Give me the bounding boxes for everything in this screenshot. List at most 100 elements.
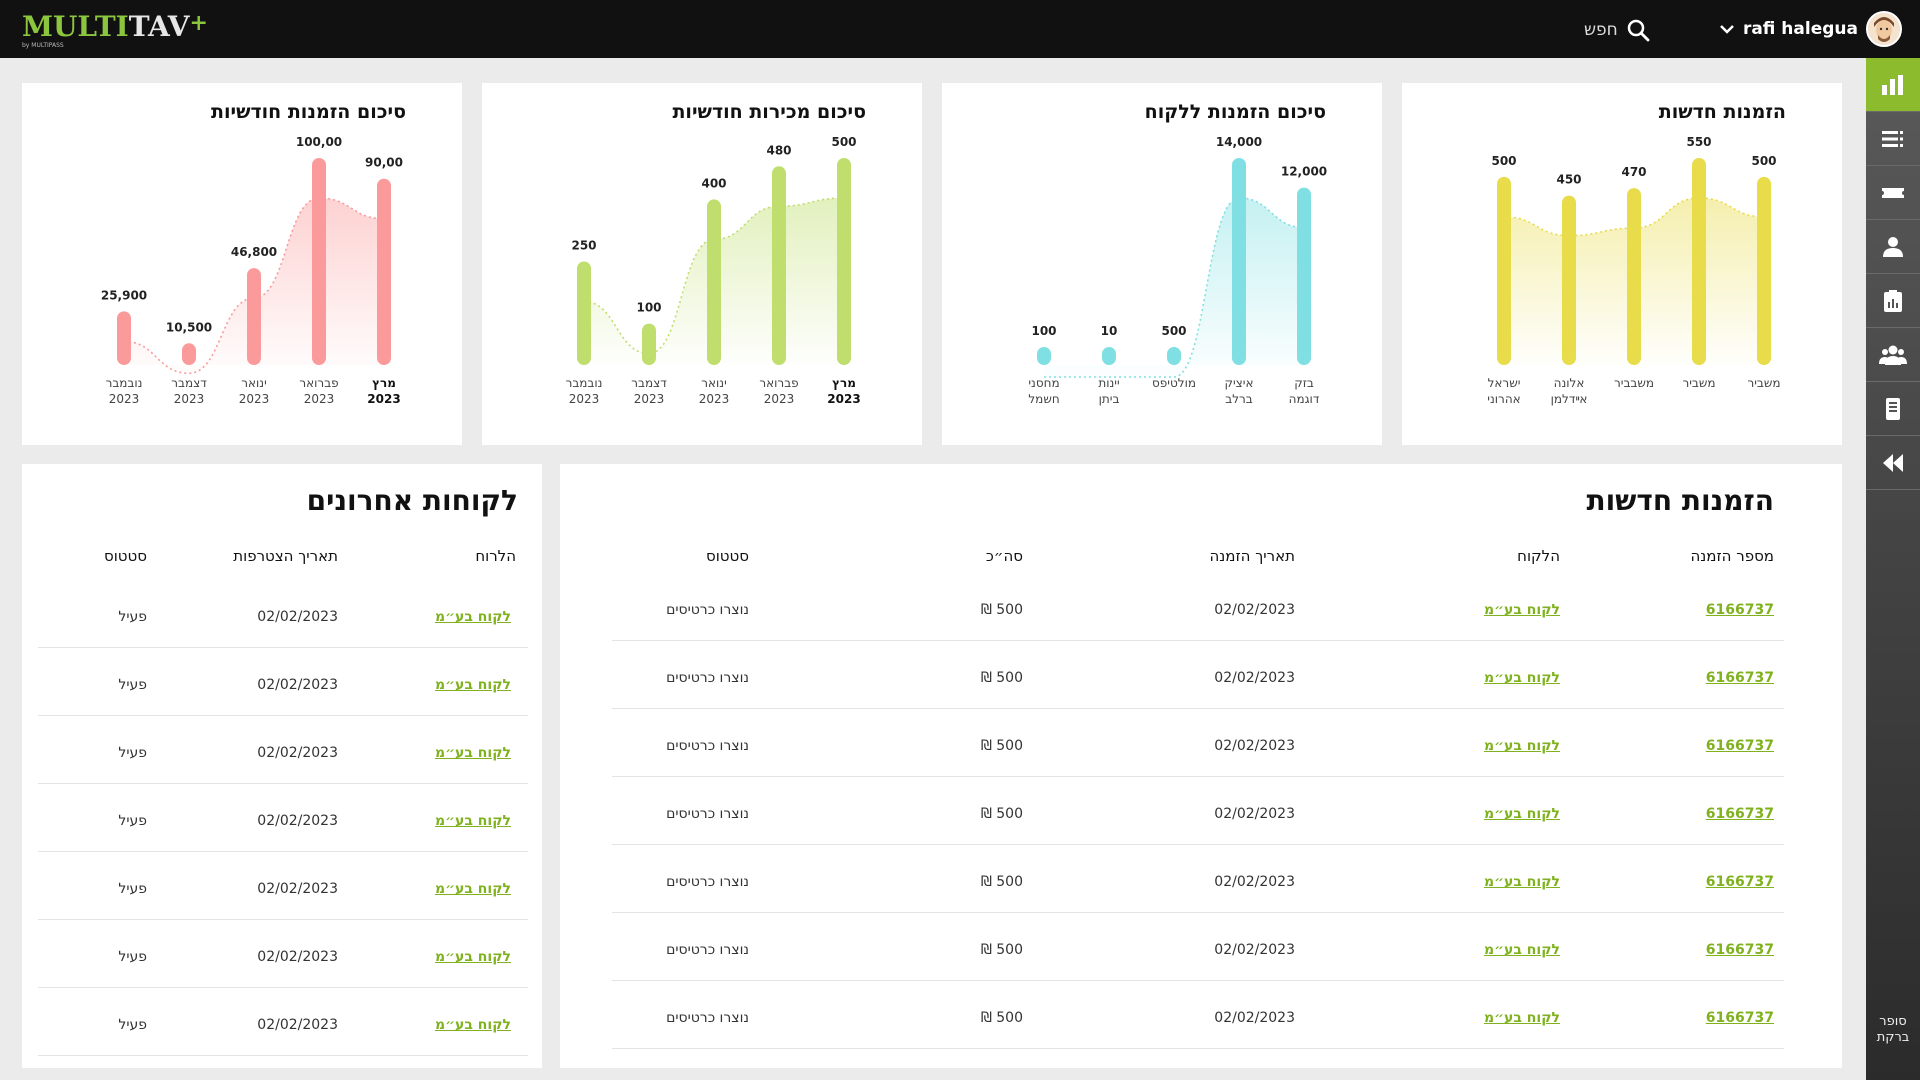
customers-cell-customer[interactable]: לקוח בע״מ	[434, 745, 511, 761]
chart-data-label: 450	[1556, 173, 1581, 187]
users-icon	[1879, 345, 1907, 365]
sidebar-collapse-button[interactable]	[1866, 436, 1920, 490]
customers-header-status[interactable]: סטטוס	[103, 547, 147, 565]
orders-cell-customer[interactable]: לקוח בע״מ	[1483, 670, 1560, 686]
search[interactable]: חפש	[1584, 16, 1650, 44]
orders-cell-order-number[interactable]: 6166737	[1705, 1010, 1774, 1026]
chart-data-label: 14,000	[1216, 135, 1262, 149]
chart-bar[interactable]	[377, 178, 391, 365]
chart-category-label: משבביר	[1614, 376, 1654, 390]
sidebar-item-reports[interactable]	[1866, 274, 1920, 328]
user-menu[interactable]: rafi halegua	[1719, 11, 1902, 47]
mobile-card-icon	[1886, 397, 1900, 420]
orders-cell-order-number[interactable]: 6166737	[1705, 806, 1774, 822]
chart-category-label: נובמבר	[566, 376, 603, 390]
chart-bar[interactable]	[1692, 158, 1706, 365]
orders-cell-order-number[interactable]: 6166737	[1705, 874, 1774, 890]
table-row-divider	[612, 912, 1784, 913]
chart-bar[interactable]	[182, 343, 196, 365]
orders-cell-order-date: 02/02/2023	[1214, 738, 1295, 754]
table-row-divider	[612, 844, 1784, 845]
chart-bar[interactable]	[1497, 176, 1511, 365]
customers-header-customer[interactable]: הלרוח	[475, 547, 516, 565]
sidebar: סופר ברקת	[1866, 58, 1920, 1080]
chart-monthly-sales: 500 מרץ 2023 480 פברואר 2023 400 ינואר 2023 100 דצ…	[566, 135, 861, 406]
chart-bar[interactable]	[1297, 187, 1311, 365]
orders-header-status[interactable]: סטטוס	[705, 547, 749, 565]
customers-cell-customer[interactable]: לקוח בע״מ	[434, 1017, 511, 1033]
chart-bar[interactable]	[117, 311, 131, 365]
orders-header-customer[interactable]: הלקוח	[1517, 547, 1560, 565]
sidebar-footer-line2: ברקת	[1876, 1030, 1910, 1045]
customers-cell-customer[interactable]: לקוח בע״מ	[434, 609, 511, 625]
search-icon[interactable]	[1626, 18, 1650, 42]
chart-bar[interactable]	[1167, 347, 1181, 365]
orders-cell-customer[interactable]: לקוח בע״מ	[1483, 1010, 1560, 1026]
orders-cell-total: 500 ₪	[980, 806, 1023, 822]
customers-cell-customer[interactable]: לקוח בע״מ	[434, 881, 511, 897]
chart-bar[interactable]	[1102, 347, 1116, 365]
chart-data-label: 12,000	[1281, 165, 1327, 179]
chart-card-yellow: הזמנות חדשות 500 משביר 550 משביר 470 משבביר 45…	[1402, 83, 1842, 445]
top-bar: MULTITAV+ by MULTIPASS חפש rafi halegua	[0, 0, 1920, 58]
recent-customers-title: לקוחות אחרונים	[306, 484, 518, 517]
chart-bar[interactable]	[1232, 158, 1246, 365]
chart-bar[interactable]	[577, 261, 591, 366]
orders-cell-total: 500 ₪	[980, 1010, 1023, 1026]
orders-cell-order-date: 02/02/2023	[1214, 670, 1295, 686]
orders-cell-order-number[interactable]: 6166737	[1705, 670, 1774, 686]
logo[interactable]: MULTITAV+ by MULTIPASS	[22, 10, 208, 50]
orders-header-order-date[interactable]: תאריך הזמנה	[1209, 547, 1295, 565]
chart-data-label: 470	[1621, 165, 1646, 179]
chart-bar[interactable]	[1037, 347, 1051, 365]
chart-category-label: משביר	[1747, 376, 1780, 390]
sidebar-item-user[interactable]	[1866, 220, 1920, 274]
orders-cell-order-number[interactable]: 6166737	[1705, 942, 1774, 958]
sidebar-item-mobile[interactable]	[1866, 382, 1920, 436]
chart-data-label: 10	[1101, 324, 1118, 338]
customers-cell-customer[interactable]: לקוח בע״מ	[434, 677, 511, 693]
chart-bar[interactable]	[1627, 188, 1641, 365]
chart-category-label: מולטיפס	[1152, 376, 1196, 390]
avatar[interactable]	[1866, 11, 1902, 47]
customers-cell-customer[interactable]: לקוח בע״מ	[434, 949, 511, 965]
chart-bar[interactable]	[1562, 195, 1576, 365]
chart-category-label: אהרוני	[1487, 392, 1520, 406]
new-orders-card: הזמנות חדשות מספר הזמנה הלקוח תאריך הזמנה ס…	[560, 464, 1842, 1068]
chart-data-label: 500	[1491, 154, 1516, 168]
recent-customers-card: לקוחות אחרונים הלרוח תאריך הצטרפות סטטוס לק…	[22, 464, 542, 1068]
customers-header-join-date[interactable]: תאריך הצטרפות	[233, 547, 338, 565]
chart-bar[interactable]	[1757, 176, 1771, 365]
chart-bar[interactable]	[247, 268, 261, 365]
orders-cell-customer[interactable]: לקוח בע״מ	[1483, 874, 1560, 890]
orders-cell-customer[interactable]: לקוח בע״מ	[1483, 738, 1560, 754]
orders-header-total[interactable]: סה״כ	[985, 547, 1023, 565]
chart-category-label: 2023	[367, 392, 400, 406]
chevron-down-icon[interactable]	[1719, 23, 1735, 35]
chart-bar[interactable]	[312, 158, 326, 365]
customers-cell-status: פעיל	[118, 881, 147, 897]
chart-category-label: 2023	[569, 392, 600, 406]
sidebar-item-dashboard[interactable]	[1866, 58, 1920, 112]
orders-cell-order-number[interactable]: 6166737	[1705, 602, 1774, 618]
sidebar-item-tickets[interactable]	[1866, 166, 1920, 220]
sidebar-item-list[interactable]	[1866, 112, 1920, 166]
orders-header-order-number[interactable]: מספר הזמנה	[1690, 547, 1774, 565]
customers-cell-customer[interactable]: לקוח בע״מ	[434, 813, 511, 829]
chart-bar[interactable]	[642, 323, 656, 365]
chart-icon	[1882, 74, 1903, 95]
orders-cell-customer[interactable]: לקוח בע״מ	[1483, 602, 1560, 618]
orders-cell-status: נוצרו כרטיסים	[666, 738, 749, 754]
table-row-divider	[612, 640, 1784, 641]
chart-bar[interactable]	[707, 199, 721, 365]
user-name[interactable]: rafi halegua	[1742, 19, 1858, 39]
chart-bar[interactable]	[772, 166, 786, 365]
orders-cell-customer[interactable]: לקוח בע״מ	[1483, 942, 1560, 958]
chart-category-label: ינואר	[241, 376, 267, 390]
sidebar-item-customers[interactable]	[1866, 328, 1920, 382]
chart-bar[interactable]	[837, 158, 851, 365]
orders-cell-order-number[interactable]: 6166737	[1705, 738, 1774, 754]
chart-category-label: 2023	[827, 392, 860, 406]
orders-cell-customer[interactable]: לקוח בע״מ	[1483, 806, 1560, 822]
chart-category-label: 2023	[764, 392, 795, 406]
